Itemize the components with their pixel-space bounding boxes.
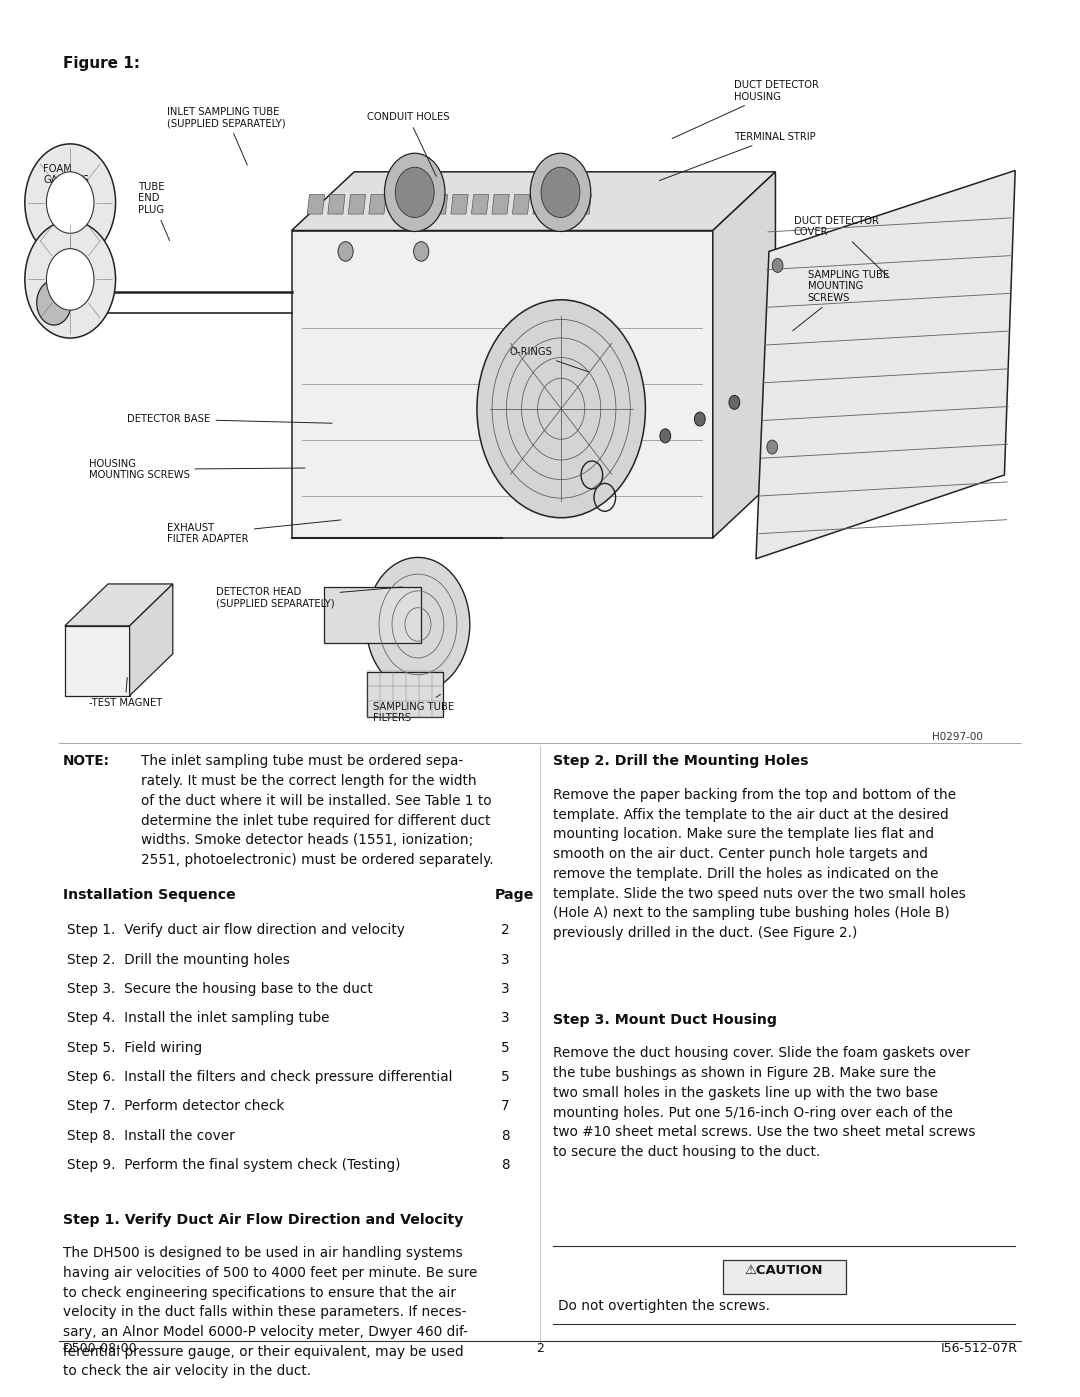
Polygon shape [390, 194, 407, 214]
Text: Step 4.  Install the inlet sampling tube: Step 4. Install the inlet sampling tube [67, 1011, 329, 1025]
Polygon shape [369, 194, 387, 214]
Text: DUCT DETECTOR
COVER: DUCT DETECTOR COVER [794, 215, 889, 278]
Text: Step 3. Mount Duct Housing: Step 3. Mount Duct Housing [553, 1013, 777, 1027]
Text: 7: 7 [501, 1099, 510, 1113]
Text: Step 5.  Field wiring: Step 5. Field wiring [67, 1041, 202, 1055]
Text: H0297-00: H0297-00 [932, 732, 983, 742]
Text: Step 3.  Secure the housing base to the duct: Step 3. Secure the housing base to the d… [67, 982, 373, 996]
Circle shape [660, 429, 671, 443]
Circle shape [772, 258, 783, 272]
Text: O-RINGS: O-RINGS [510, 346, 590, 372]
Circle shape [767, 440, 778, 454]
Text: The DH500 is designed to be used in air handling systems
having air velocities o: The DH500 is designed to be used in air … [63, 1246, 477, 1379]
Polygon shape [492, 194, 510, 214]
Circle shape [46, 172, 94, 233]
Text: HOUSING
MOUNTING SCREWS: HOUSING MOUNTING SCREWS [89, 458, 305, 481]
Circle shape [25, 144, 116, 261]
Text: Step 9.  Perform the final system check (Testing): Step 9. Perform the final system check (… [67, 1158, 401, 1172]
Polygon shape [65, 626, 130, 696]
Circle shape [25, 221, 116, 338]
Circle shape [338, 242, 353, 261]
Text: Step 8.  Install the cover: Step 8. Install the cover [67, 1129, 234, 1143]
Text: Figure 1:: Figure 1: [63, 56, 139, 71]
FancyBboxPatch shape [723, 1260, 846, 1294]
Text: 5: 5 [501, 1041, 510, 1055]
Text: 5: 5 [501, 1070, 510, 1084]
Polygon shape [410, 194, 428, 214]
Polygon shape [367, 672, 443, 717]
Text: INLET SAMPLING TUBE
(SUPPLIED SEPARATELY): INLET SAMPLING TUBE (SUPPLIED SEPARATELY… [167, 106, 286, 165]
Text: NOTE:: NOTE: [63, 754, 110, 768]
Text: DETECTOR HEAD
(SUPPLIED SEPARATELY): DETECTOR HEAD (SUPPLIED SEPARATELY) [216, 587, 402, 609]
Circle shape [729, 395, 740, 409]
Polygon shape [292, 231, 713, 538]
Text: I56-512-07R: I56-512-07R [941, 1343, 1017, 1355]
Polygon shape [756, 170, 1015, 559]
Text: Step 6.  Install the filters and check pressure differential: Step 6. Install the filters and check pr… [67, 1070, 453, 1084]
Polygon shape [430, 194, 448, 214]
Text: 3: 3 [501, 953, 510, 967]
Circle shape [37, 281, 71, 326]
Text: 2: 2 [536, 1343, 544, 1355]
Polygon shape [451, 194, 469, 214]
Text: EXHAUST
FILTER ADAPTER: EXHAUST FILTER ADAPTER [167, 520, 340, 545]
Text: Step 7.  Perform detector check: Step 7. Perform detector check [67, 1099, 284, 1113]
Text: Step 2.  Drill the mounting holes: Step 2. Drill the mounting holes [67, 953, 289, 967]
Text: SAMPLING TUBE
MOUNTING
SCREWS: SAMPLING TUBE MOUNTING SCREWS [793, 270, 889, 331]
Polygon shape [534, 194, 551, 214]
Text: -TEST MAGNET: -TEST MAGNET [89, 678, 162, 708]
Text: Page: Page [495, 888, 534, 902]
Text: Installation Sequence: Installation Sequence [63, 888, 235, 902]
Circle shape [477, 300, 646, 518]
Polygon shape [65, 584, 173, 626]
Text: SAMPLING TUBE
FILTERS: SAMPLING TUBE FILTERS [373, 694, 454, 724]
Text: Step 1.  Verify duct air flow direction and velocity: Step 1. Verify duct air flow direction a… [67, 923, 405, 937]
Polygon shape [472, 194, 488, 214]
Text: 3: 3 [501, 982, 510, 996]
Circle shape [395, 168, 434, 218]
Text: DETECTOR BASE: DETECTOR BASE [127, 414, 332, 425]
Text: 8: 8 [501, 1129, 510, 1143]
Polygon shape [130, 584, 173, 696]
Circle shape [530, 154, 591, 232]
Polygon shape [328, 194, 346, 214]
Polygon shape [292, 172, 775, 231]
Text: Step 2. Drill the Mounting Holes: Step 2. Drill the Mounting Holes [553, 754, 809, 768]
Circle shape [414, 242, 429, 261]
Text: 2: 2 [501, 923, 510, 937]
Polygon shape [713, 172, 775, 538]
Polygon shape [554, 194, 570, 214]
Polygon shape [575, 194, 592, 214]
Text: TUBE
END
PLUG: TUBE END PLUG [138, 182, 170, 240]
Text: Remove the duct housing cover. Slide the foam gaskets over
the tube bushings as : Remove the duct housing cover. Slide the… [553, 1046, 975, 1160]
Text: Remove the paper backing from the top and bottom of the
template. Affix the temp: Remove the paper backing from the top an… [553, 788, 966, 940]
Polygon shape [324, 587, 421, 643]
Text: DUCT DETECTOR
HOUSING: DUCT DETECTOR HOUSING [672, 80, 820, 138]
Text: The inlet sampling tube must be ordered sepa-
rately. It must be the correct len: The inlet sampling tube must be ordered … [141, 754, 495, 868]
Text: Do not overtighten the screws.: Do not overtighten the screws. [558, 1299, 770, 1313]
Text: D500-08-00: D500-08-00 [63, 1343, 137, 1355]
Polygon shape [348, 194, 365, 214]
Text: CONDUIT HOLES: CONDUIT HOLES [367, 112, 449, 176]
Circle shape [541, 168, 580, 218]
Text: Step 1. Verify Duct Air Flow Direction and Velocity: Step 1. Verify Duct Air Flow Direction a… [63, 1213, 463, 1227]
Circle shape [46, 249, 94, 310]
Circle shape [384, 154, 445, 232]
Text: FOAM
GASKETS: FOAM GASKETS [43, 163, 89, 214]
Polygon shape [308, 194, 325, 214]
Text: 8: 8 [501, 1158, 510, 1172]
Polygon shape [513, 194, 530, 214]
Text: 3: 3 [501, 1011, 510, 1025]
Circle shape [366, 557, 470, 692]
Text: ⚠CAUTION: ⚠CAUTION [745, 1264, 823, 1277]
Text: TERMINAL STRIP: TERMINAL STRIP [659, 131, 816, 180]
Circle shape [694, 412, 705, 426]
